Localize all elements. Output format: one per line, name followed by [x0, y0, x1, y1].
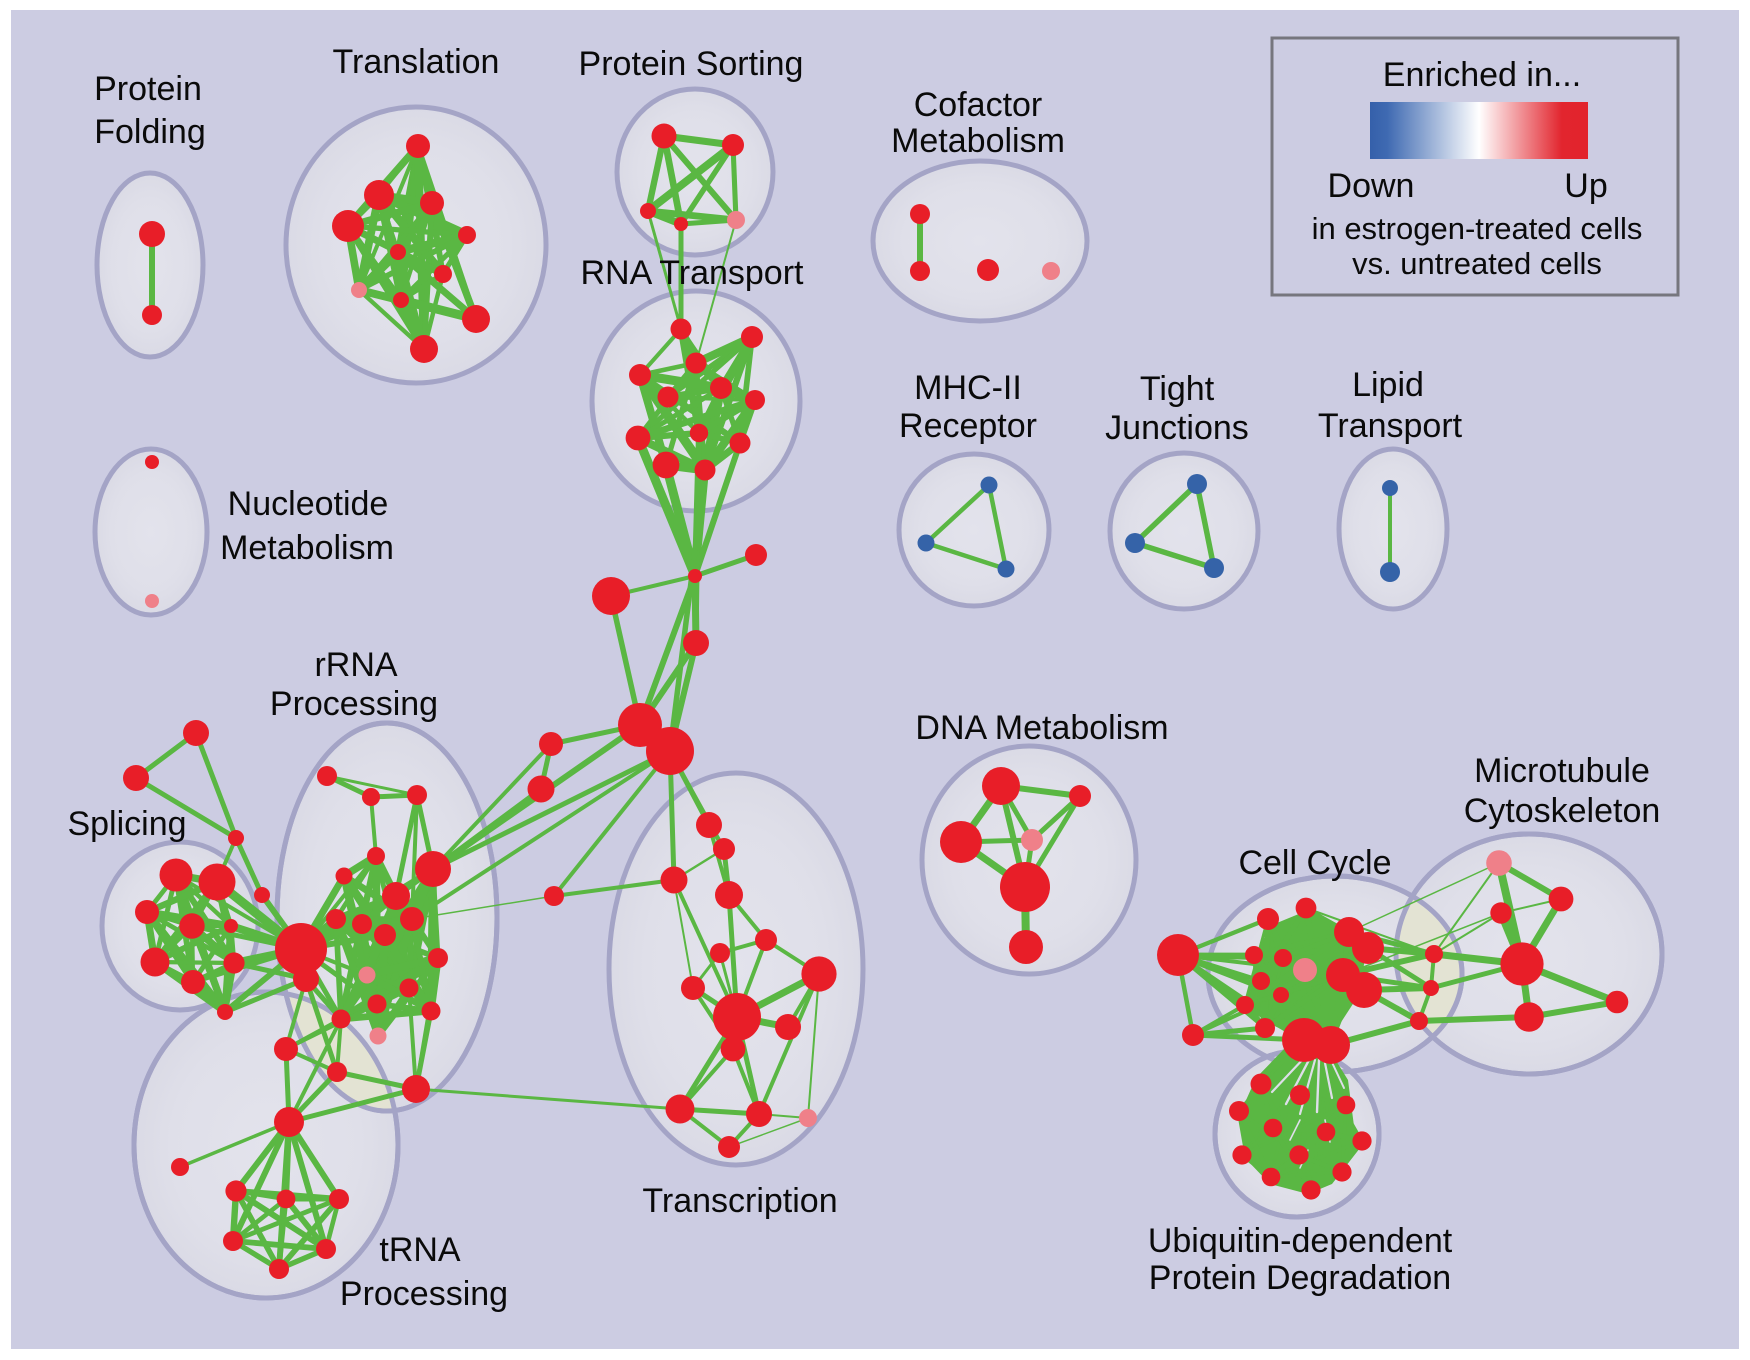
svg-text:Microtubule: Microtubule [1474, 752, 1650, 790]
svg-text:Up: Up [1564, 167, 1607, 205]
svg-text:Receptor: Receptor [899, 407, 1037, 445]
svg-text:Splicing: Splicing [67, 805, 186, 843]
svg-text:Nucleotide: Nucleotide [228, 485, 389, 523]
svg-text:Processing: Processing [270, 685, 438, 723]
svg-text:in estrogen-treated cells: in estrogen-treated cells [1312, 211, 1643, 246]
svg-text:tRNA: tRNA [379, 1231, 461, 1269]
svg-text:Lipid: Lipid [1352, 366, 1424, 404]
svg-text:RNA Transport: RNA Transport [581, 254, 805, 292]
svg-text:Transcription: Transcription [642, 1182, 837, 1220]
svg-text:vs. untreated cells: vs. untreated cells [1352, 246, 1602, 281]
svg-text:MHC-II: MHC-II [914, 369, 1022, 407]
svg-text:Processing: Processing [340, 1275, 508, 1313]
svg-text:Ubiquitin-dependent: Ubiquitin-dependent [1148, 1222, 1453, 1260]
svg-text:Protein Sorting: Protein Sorting [579, 45, 804, 83]
svg-text:rRNA: rRNA [314, 646, 397, 684]
svg-text:Transport: Transport [1318, 407, 1463, 445]
svg-text:Cell Cycle: Cell Cycle [1238, 844, 1391, 882]
svg-text:Enriched in...: Enriched in... [1383, 56, 1581, 94]
svg-text:Junctions: Junctions [1105, 409, 1249, 447]
svg-text:Metabolism: Metabolism [220, 529, 394, 567]
svg-text:Protein Degradation: Protein Degradation [1149, 1259, 1451, 1297]
svg-text:Translation: Translation [333, 43, 500, 81]
svg-text:Protein: Protein [94, 70, 202, 108]
svg-text:Down: Down [1328, 167, 1415, 205]
svg-text:Cofactor: Cofactor [914, 86, 1043, 124]
svg-text:Cytoskeleton: Cytoskeleton [1464, 792, 1661, 830]
svg-text:Tight: Tight [1140, 370, 1215, 408]
svg-text:DNA Metabolism: DNA Metabolism [915, 709, 1168, 747]
svg-text:Metabolism: Metabolism [891, 122, 1065, 160]
svg-text:Folding: Folding [94, 113, 206, 151]
